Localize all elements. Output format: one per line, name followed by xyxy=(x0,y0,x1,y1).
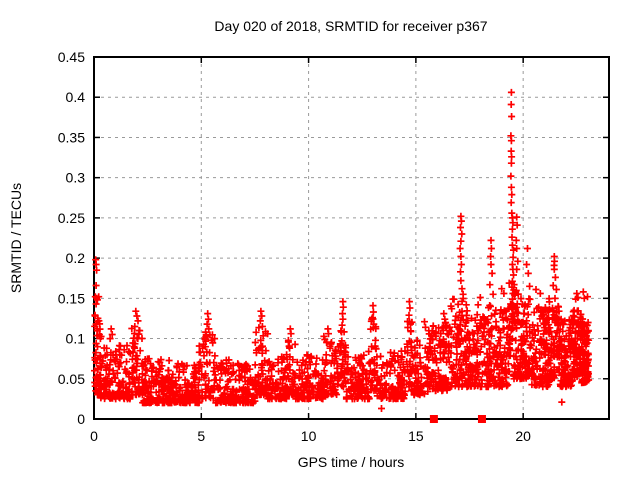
y-tick-label: 0 xyxy=(77,411,85,427)
x-tick-label: 20 xyxy=(515,428,531,444)
x-tick-label: 10 xyxy=(301,428,317,444)
y-tick-label: 0.05 xyxy=(58,371,85,387)
y-tick-label: 0.25 xyxy=(58,210,85,226)
y-tick-label: 0.1 xyxy=(66,331,86,347)
scatter-points xyxy=(91,88,593,412)
event-flags-layer xyxy=(429,415,486,423)
y-axis-label: SRMTID / TECUs xyxy=(8,183,24,293)
x-tick-label: 5 xyxy=(197,428,205,444)
y-tick-label: 0.3 xyxy=(66,170,86,186)
y-tick-label: 0.45 xyxy=(58,49,85,65)
y-tick-label: 0.4 xyxy=(66,89,86,105)
event-flag-marker xyxy=(477,415,486,423)
event-flag-marker xyxy=(429,415,438,423)
y-tick-label: 0.2 xyxy=(66,250,86,266)
data-points-layer xyxy=(91,88,593,412)
plot-border xyxy=(93,56,610,420)
y-tick-label: 0.15 xyxy=(58,290,85,306)
x-axis-label: GPS time / hours xyxy=(298,454,405,470)
x-tick-label: 15 xyxy=(408,428,424,444)
tick-labels: 0 5 10 15 20 0 0.05 0.1 0.15 0.2 0.25 0.3 0.35 0.4 0.4… xyxy=(58,49,531,444)
chart-title: Day 020 of 2018, SRMTID for receiver p36… xyxy=(214,18,487,34)
x-tick-label: 0 xyxy=(90,428,98,444)
y-tick-label: 0.35 xyxy=(58,129,85,145)
